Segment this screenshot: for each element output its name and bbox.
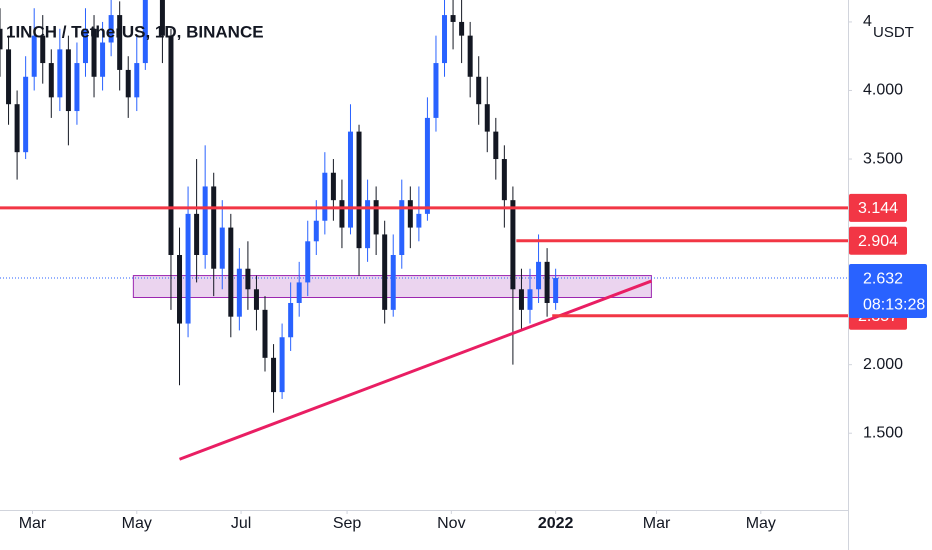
candle-body <box>424 117 430 214</box>
candle-body <box>536 261 542 290</box>
candle-body <box>279 337 285 393</box>
candle-body <box>365 200 371 249</box>
candle-body <box>14 104 20 153</box>
candle-body <box>159 0 165 36</box>
candle-body <box>467 35 473 77</box>
candle-body <box>236 268 242 317</box>
candle-body <box>390 255 396 310</box>
chart-title: 1INCH / TetherUS, 1D, BINANCE <box>6 22 264 41</box>
candle-body <box>313 220 319 242</box>
x-tick-label: May <box>746 515 776 532</box>
candle-body <box>202 186 208 255</box>
x-tick-label: Nov <box>437 515 465 532</box>
x-tick-label: Sep <box>333 515 362 532</box>
candle-body <box>0 28 3 50</box>
x-tick-label: Mar <box>643 515 671 532</box>
candle-body <box>305 241 311 283</box>
candle-body <box>23 76 29 153</box>
x-tick-label: Mar <box>19 515 47 532</box>
candle-body <box>493 131 499 160</box>
candle-body <box>527 289 533 310</box>
countdown: 08:13:28 <box>863 296 925 313</box>
price-tag-label: 2.904 <box>858 233 898 250</box>
x-tick-label: May <box>122 515 152 532</box>
y-tick-label: 4.000 <box>863 82 903 99</box>
y-tick-label: 4 <box>863 13 872 30</box>
candle-body <box>31 35 37 77</box>
candle-body <box>185 213 191 324</box>
candle-body <box>373 200 379 235</box>
candle-body <box>142 0 148 64</box>
candle-body <box>168 35 174 256</box>
candle-body <box>211 186 217 269</box>
candle-body <box>262 309 268 358</box>
candle-body <box>416 213 422 228</box>
candle-body <box>510 200 516 290</box>
candle-body <box>57 49 63 98</box>
candle-body <box>339 200 345 228</box>
candle-body <box>518 289 524 310</box>
candle-body <box>228 227 234 317</box>
candle-body <box>347 131 353 228</box>
candle-body <box>450 15 456 22</box>
price-tag-label: 3.144 <box>858 200 898 217</box>
candle-body <box>330 172 336 201</box>
y-unit: USDT <box>873 24 914 41</box>
candle-body <box>6 49 12 105</box>
last-price-label: 2.632 <box>863 270 903 287</box>
candle-body <box>253 289 259 310</box>
candle-body <box>399 200 405 255</box>
y-tick-label: 1.500 <box>863 424 903 441</box>
candle-body <box>48 63 54 98</box>
candle-body <box>91 28 97 77</box>
candle-body <box>194 213 200 255</box>
candle-body <box>40 35 46 64</box>
candle-body <box>271 357 277 393</box>
candle-body <box>125 69 131 98</box>
candle-body <box>407 200 413 228</box>
x-tick-label: 2022 <box>538 515 574 532</box>
candle-body <box>459 21 465 36</box>
y-tick-label: 3.500 <box>863 150 903 167</box>
x-tick-label: Jul <box>231 515 251 532</box>
candle-body <box>74 63 80 112</box>
candle-body <box>544 261 550 303</box>
axes: 3.1442.9042.3571.5002.0003.5004.00042.63… <box>19 13 927 532</box>
candle-body <box>322 172 328 221</box>
candle-body <box>134 63 140 98</box>
candle-body <box>108 15 114 43</box>
trendline <box>178 279 652 461</box>
candle-body <box>433 63 439 118</box>
candle-body <box>382 234 388 310</box>
candle-body <box>553 278 559 303</box>
candle-body <box>65 49 71 112</box>
candle-body <box>117 15 123 70</box>
candle-body <box>177 255 183 324</box>
candle-body <box>288 302 294 338</box>
candle-body <box>484 104 490 132</box>
candle-body <box>82 28 88 64</box>
candle-body <box>442 15 448 64</box>
candle-body <box>100 42 106 77</box>
plot-area <box>0 0 848 461</box>
last-price-tag <box>849 264 927 319</box>
candle-body <box>356 131 362 249</box>
y-tick-label: 2.000 <box>863 356 903 373</box>
candle-body <box>501 159 507 201</box>
price-tag <box>849 226 907 255</box>
candle-body <box>296 282 302 303</box>
price-tag <box>849 193 907 222</box>
candle-body <box>219 227 225 269</box>
candle-body <box>476 76 482 105</box>
candle-body <box>245 268 251 290</box>
